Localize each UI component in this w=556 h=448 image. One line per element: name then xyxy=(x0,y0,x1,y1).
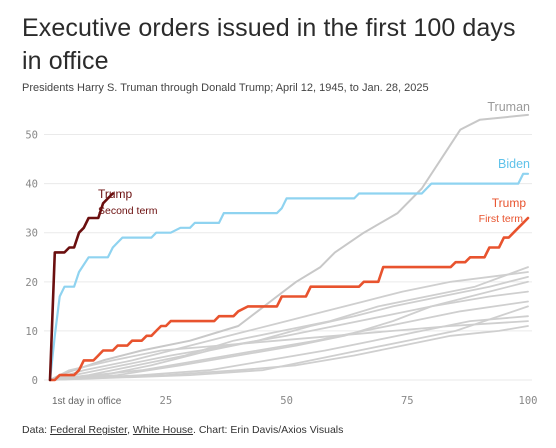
x-tick-label: 1st day in office xyxy=(52,396,122,407)
label-trump-second-sub: Second term xyxy=(98,205,158,217)
series-line-trump-second xyxy=(48,192,115,382)
y-axis-ticks: 0 10 20 30 40 50 xyxy=(25,130,38,387)
label-truman: Truman xyxy=(487,100,530,114)
series-line-others-4 xyxy=(49,300,529,381)
y-tick-label: 10 xyxy=(25,326,38,338)
y-tick-label: 20 xyxy=(25,277,38,289)
gridlines xyxy=(44,134,532,381)
x-axis-ticks: 1st day in office 25 50 75 100 xyxy=(52,395,537,407)
series-line-others-1 xyxy=(49,276,529,381)
x-tick-label: 25 xyxy=(160,395,173,407)
series-line-truman xyxy=(49,113,529,381)
series-line-others-7 xyxy=(49,320,529,381)
chart-title: Executive orders issued in the first 100… xyxy=(22,14,516,75)
label-trump-first: Trump xyxy=(492,196,527,210)
series-line-others-9 xyxy=(49,266,529,381)
footer-credits: Data: Federal Register, White House. Cha… xyxy=(22,424,542,436)
series-line-others-3 xyxy=(49,280,529,381)
y-tick-label: 30 xyxy=(25,228,38,240)
series-line-others-10 xyxy=(49,305,529,381)
source-link-federal-register[interactable]: Federal Register xyxy=(50,424,128,436)
series-lines xyxy=(48,113,530,382)
footer-prefix: Data: xyxy=(22,424,51,436)
chart-subtitle: Presidents Harry S. Truman through Donal… xyxy=(22,82,429,94)
series-line-others-2 xyxy=(49,271,529,381)
series-labels: Truman Biden Trump First term Trump Seco… xyxy=(98,100,530,225)
x-tick-label: 50 xyxy=(280,395,293,407)
label-biden: Biden xyxy=(498,157,530,171)
footer-separator: , xyxy=(127,424,133,436)
source-link-white-house[interactable]: White House xyxy=(132,424,194,436)
series-line-others-5 xyxy=(49,290,529,381)
y-tick-label: 50 xyxy=(25,130,38,142)
series-line-biden xyxy=(48,172,530,382)
y-tick-label: 0 xyxy=(32,375,38,387)
series-line-others-6 xyxy=(49,315,529,381)
label-trump-first-sub: First term xyxy=(479,213,524,225)
x-tick-label: 75 xyxy=(401,395,414,407)
x-tick-label: 100 xyxy=(519,395,538,407)
series-line-trump-first xyxy=(48,216,530,382)
footer-suffix: . Chart: Erin Davis/Axios Visuals xyxy=(193,424,344,436)
series-line-others-8 xyxy=(49,325,529,381)
y-tick-label: 40 xyxy=(25,179,38,191)
label-trump-second: Trump xyxy=(98,187,133,201)
